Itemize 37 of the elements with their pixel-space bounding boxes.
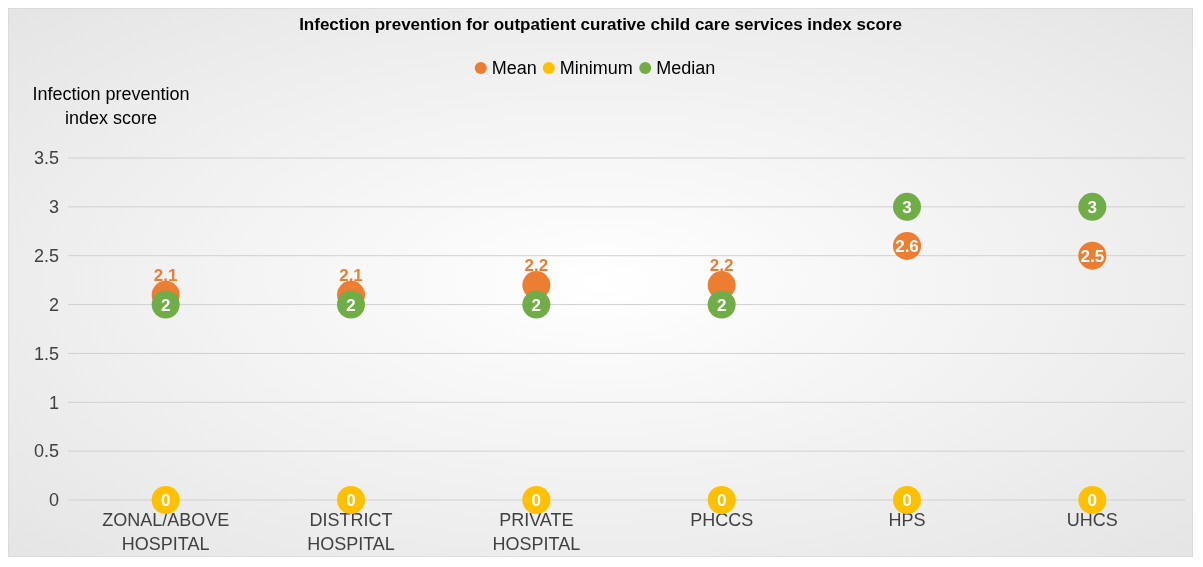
data-label: 2.2 [524, 255, 549, 275]
data-label: 0 [1087, 490, 1098, 510]
x-tick-label: ZONAL/ABOVE HOSPITAL [102, 510, 230, 554]
data-label: 0 [160, 490, 171, 510]
data-label: 0 [346, 490, 356, 510]
x-tick-label: UHCS [1066, 510, 1118, 530]
x-tick-label: PHCCS [690, 510, 754, 530]
data-label: 0 [902, 490, 912, 510]
data-label: 2 [716, 295, 727, 315]
y-tick-label: 0 [48, 490, 59, 511]
x-tick-label: PRIVATE HOSPITAL [492, 510, 581, 554]
legend-label: Median [656, 58, 716, 79]
data-label: 3 [1087, 197, 1098, 217]
legend-label: Mean [491, 58, 537, 79]
y-axis-title: Infection prevention index score [32, 84, 190, 128]
y-tick-label: 2.5 [33, 246, 59, 267]
data-label: 2 [346, 295, 356, 315]
y-tick-label: 0.5 [33, 441, 59, 462]
data-label: 0 [531, 490, 542, 510]
x-tick-label: HPS [888, 510, 926, 530]
data-label: 2 [160, 295, 171, 315]
data-label: 2.1 [339, 265, 363, 285]
y-tick-label: 1 [48, 392, 59, 413]
y-tick-label: 3 [48, 197, 59, 218]
legend-label: Minimum [559, 58, 633, 79]
y-tick-label: 2 [48, 294, 59, 315]
x-tick-label: DISTRICT HOSPITAL [307, 510, 395, 554]
chart-title: Infection prevention for outpatient curative child care services index score [299, 15, 902, 34]
data-label: 0 [716, 490, 727, 510]
y-tick-label: 3.5 [33, 148, 59, 169]
data-label: 2.2 [709, 255, 734, 275]
data-label: 3 [902, 197, 912, 217]
data-label: 2.6 [895, 236, 919, 256]
y-tick-label: 1.5 [33, 343, 59, 364]
data-label: 2.1 [153, 265, 178, 285]
data-label: 2 [531, 295, 542, 315]
data-label: 2.5 [1080, 246, 1105, 266]
